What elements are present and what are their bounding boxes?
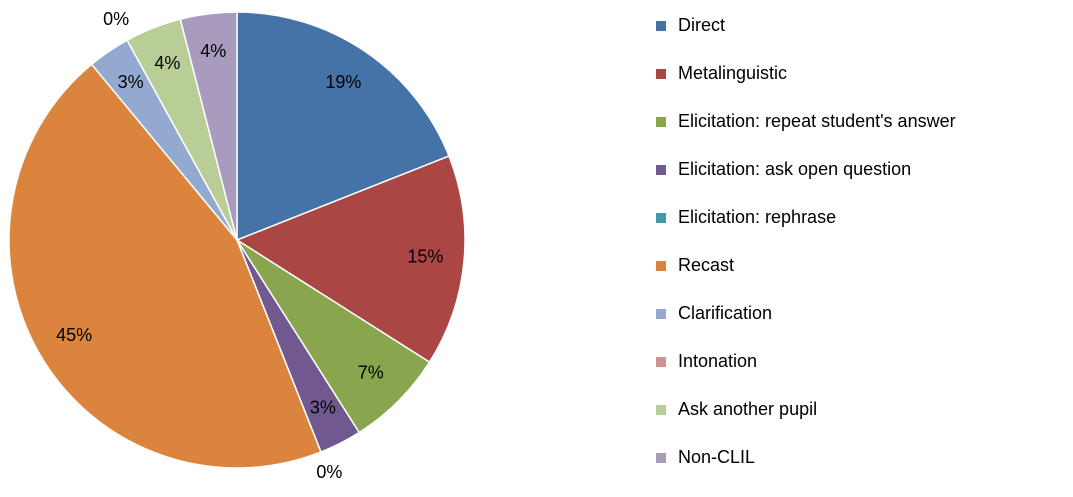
legend-label: Metalinguistic [678,63,787,83]
legend-swatch [656,117,666,127]
pie-slice [235,155,466,364]
legend-swatch [656,213,666,223]
data-label: 7% [358,363,384,383]
data-label: 45% [56,325,92,345]
legend-label: Non-CLIL [678,447,755,467]
data-label: 0% [316,462,342,482]
legend-swatch [656,309,666,319]
legend-label: Ask another pupil [678,399,817,419]
legend-swatch [656,357,666,367]
legend-label: Intonation [678,351,757,371]
legend-swatch [656,165,666,175]
legend-swatch [656,453,666,463]
data-label: 0% [103,9,129,29]
legend-label: Recast [678,255,734,275]
legend-swatch [656,261,666,271]
data-label: 3% [118,72,144,92]
legend-label: Elicitation: repeat student's answer [678,111,956,131]
legend-swatch [656,21,666,31]
pie-slice [179,11,238,241]
data-label: 4% [200,41,226,61]
pie-slice [8,63,322,469]
data-label: 15% [407,247,443,267]
legend-swatch [656,69,666,79]
data-label: 3% [310,397,336,417]
legend-swatch [656,405,666,415]
data-label: 4% [154,53,180,73]
legend-label: Direct [678,15,725,35]
legend-label: Elicitation: rephrase [678,207,836,227]
pie-slice [236,11,450,242]
legend-label: Elicitation: ask open question [678,159,911,179]
legend-label: Clarification [678,303,772,323]
data-label: 19% [325,72,361,92]
